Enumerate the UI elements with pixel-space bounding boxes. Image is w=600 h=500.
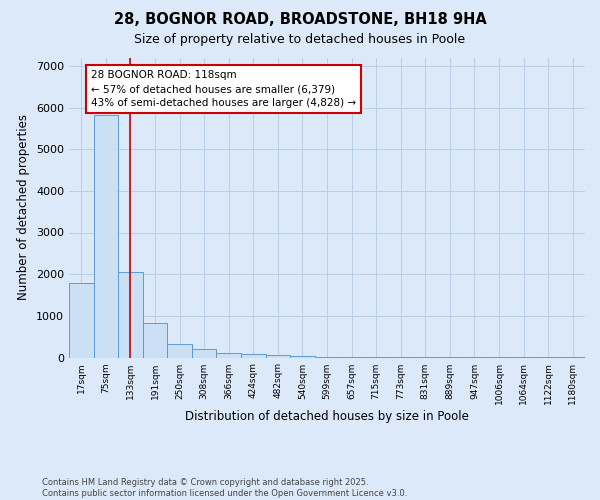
- Bar: [339, 357, 364, 358]
- Text: 28, BOGNOR ROAD, BROADSTONE, BH18 9HA: 28, BOGNOR ROAD, BROADSTONE, BH18 9HA: [113, 12, 487, 28]
- Bar: [241, 354, 266, 358]
- Text: Size of property relative to detached houses in Poole: Size of property relative to detached ho…: [134, 32, 466, 46]
- X-axis label: Distribution of detached houses by size in Poole: Distribution of detached houses by size …: [185, 410, 469, 423]
- Bar: [290, 356, 315, 358]
- Bar: [364, 357, 388, 358]
- Y-axis label: Number of detached properties: Number of detached properties: [17, 114, 31, 300]
- Bar: [94, 115, 118, 358]
- Bar: [143, 324, 167, 358]
- Bar: [217, 352, 241, 358]
- Bar: [192, 350, 217, 358]
- Bar: [167, 344, 192, 358]
- Bar: [266, 355, 290, 358]
- Bar: [69, 282, 94, 358]
- Text: 28 BOGNOR ROAD: 118sqm
← 57% of detached houses are smaller (6,379)
43% of semi-: 28 BOGNOR ROAD: 118sqm ← 57% of detached…: [91, 70, 356, 108]
- Bar: [118, 272, 143, 358]
- Bar: [315, 356, 339, 358]
- Text: Contains HM Land Registry data © Crown copyright and database right 2025.
Contai: Contains HM Land Registry data © Crown c…: [42, 478, 407, 498]
